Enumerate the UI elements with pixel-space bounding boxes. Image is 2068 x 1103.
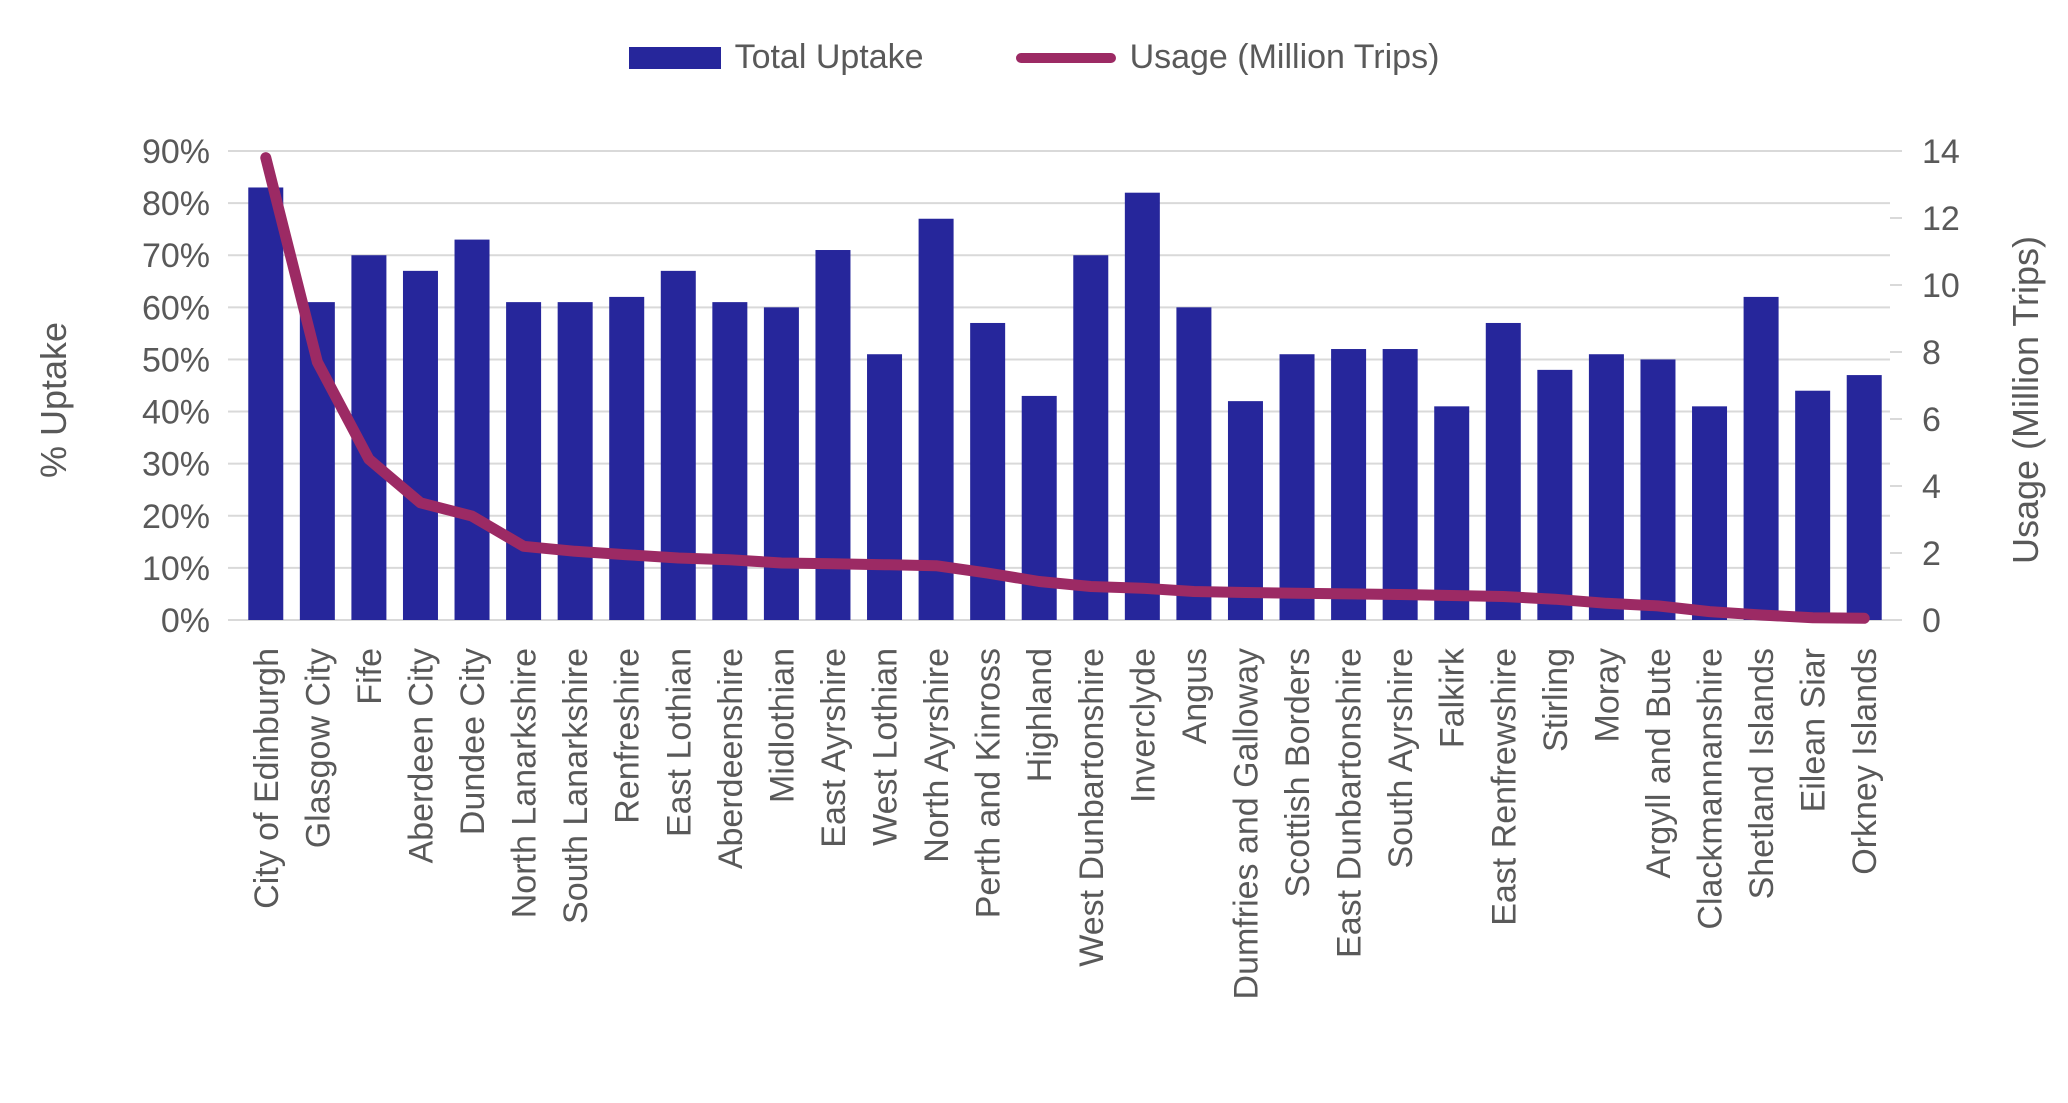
left-axis-tick-label: 70% bbox=[142, 237, 210, 275]
x-label-renfreshire: Renfreshire bbox=[609, 648, 647, 824]
x-label-dundee-city: Dundee City bbox=[454, 648, 492, 835]
left-axis-tick-label: 40% bbox=[142, 394, 210, 432]
x-label-highland: Highland bbox=[1021, 648, 1059, 782]
legend-line-swatch-icon bbox=[1015, 52, 1116, 63]
x-label-north-ayrshire: North Ayrshire bbox=[918, 648, 956, 863]
x-label-perth-and-kinross: Perth and Kinross bbox=[970, 648, 1008, 918]
legend-item-total-uptake: Total Uptake bbox=[628, 38, 924, 77]
left-axis-tick-label: 0% bbox=[161, 602, 210, 640]
left-axis-tick-label: 50% bbox=[142, 341, 210, 379]
x-label-south-ayrshire: South Ayrshire bbox=[1382, 648, 1420, 869]
bar-city-of-edinburgh bbox=[248, 187, 284, 620]
x-label-west-lothian: West Lothian bbox=[867, 648, 905, 846]
left-axis-tick-label: 80% bbox=[142, 185, 210, 223]
left-axis-tick-label: 20% bbox=[142, 498, 210, 536]
right-axis-tick-label: 6 bbox=[1922, 401, 1941, 439]
right-axis-tick-label: 14 bbox=[1922, 133, 1960, 171]
bars-layer bbox=[248, 187, 1882, 621]
x-label-east-lothian: East Lothian bbox=[660, 648, 698, 837]
legend-label-total-uptake: Total Uptake bbox=[734, 38, 924, 76]
x-label-south-lanarkshire: South Lanarkshire bbox=[557, 648, 595, 924]
bar-south-lanarkshire bbox=[557, 302, 593, 620]
bar-eilean-siar bbox=[1795, 390, 1831, 620]
legend-item-usage: Usage (Million Trips) bbox=[1015, 38, 1440, 77]
x-label-eilean-siar: Eilean Siar bbox=[1795, 648, 1833, 812]
x-label-aberdeen-city: Aberdeen City bbox=[402, 648, 440, 863]
legend: Total Uptake Usage (Million Trips) bbox=[0, 38, 2068, 77]
bar-west-dunbartonshire bbox=[1073, 255, 1109, 620]
bar-aberdeenshire bbox=[712, 302, 748, 620]
bar-angus bbox=[1176, 307, 1212, 620]
bar-stirling bbox=[1537, 369, 1573, 620]
bar-moray bbox=[1588, 354, 1624, 620]
x-label-scottish-borders: Scottish Borders bbox=[1279, 648, 1317, 897]
x-label-north-lanarkshire: North Lanarkshire bbox=[506, 648, 544, 918]
bar-falkirk bbox=[1434, 406, 1470, 620]
x-label-glasgow-city: Glasgow City bbox=[299, 648, 337, 848]
x-label-stirling: Stirling bbox=[1537, 648, 1575, 752]
bar-orkney-islands bbox=[1846, 375, 1882, 620]
left-axis-tick-label: 10% bbox=[142, 550, 210, 588]
bar-east-dunbartonshire bbox=[1331, 349, 1367, 620]
bar-shetland-islands bbox=[1743, 296, 1779, 620]
bar-aberdeen-city bbox=[402, 270, 438, 620]
x-label-clackmannanshire: Clackmannanshire bbox=[1692, 648, 1730, 930]
x-label-midlothian: Midlothian bbox=[763, 648, 801, 803]
x-label-fife: Fife bbox=[351, 648, 389, 705]
x-label-inverclyde: Inverclyde bbox=[1124, 648, 1162, 803]
x-label-orkney-islands: Orkney Islands bbox=[1846, 648, 1884, 875]
bar-dundee-city bbox=[454, 239, 490, 621]
x-label-aberdeenshire: Aberdeenshire bbox=[712, 648, 750, 869]
x-label-angus: Angus bbox=[1176, 648, 1214, 744]
bar-north-ayrshire bbox=[918, 218, 954, 620]
bar-midlothian bbox=[763, 307, 799, 620]
right-axis-tick-label: 0 bbox=[1922, 602, 1941, 640]
x-label-east-renfrewshire: East Renfrewshire bbox=[1485, 648, 1523, 926]
right-axis-tick-label: 10 bbox=[1922, 267, 1960, 305]
x-label-east-ayrshire: East Ayrshire bbox=[815, 648, 853, 848]
right-axis-tick-label: 4 bbox=[1922, 468, 1941, 506]
bar-north-lanarkshire bbox=[506, 302, 542, 620]
bar-east-renfrewshire bbox=[1485, 322, 1521, 620]
usage-line-layer bbox=[260, 152, 1870, 624]
usage-line bbox=[260, 152, 1870, 624]
right-axis-title: Usage (Million Trips) bbox=[2005, 236, 2046, 564]
bar-dumfries-and-galloway bbox=[1227, 401, 1263, 620]
x-label-falkirk: Falkirk bbox=[1434, 647, 1472, 748]
bar-inverclyde bbox=[1124, 192, 1160, 620]
legend-label-usage: Usage (Million Trips) bbox=[1129, 38, 1440, 76]
bar-renfreshire bbox=[609, 296, 645, 620]
x-label-city-of-edinburgh: City of Edinburgh bbox=[248, 648, 286, 909]
bar-argyll-and-bute bbox=[1640, 359, 1676, 620]
right-axis-tick-label: 2 bbox=[1922, 535, 1941, 573]
axes-layer: 0% 10% 20% 30% 40% 50% 60% 70% 80% 90% 0 2 4 6 8 10 12 14… bbox=[142, 133, 1960, 999]
x-label-argyll-and-bute: Argyll and Bute bbox=[1640, 648, 1678, 879]
left-axis-tick-label: 60% bbox=[142, 289, 210, 327]
bar-scottish-borders bbox=[1279, 354, 1315, 620]
x-label-moray: Moray bbox=[1588, 648, 1626, 742]
bar-clackmannanshire bbox=[1692, 406, 1728, 620]
left-axis-title: % Uptake bbox=[33, 322, 74, 478]
bar-south-ayrshire bbox=[1382, 349, 1418, 620]
bar-east-lothian bbox=[660, 270, 696, 620]
legend-bar-swatch-icon bbox=[628, 46, 721, 69]
left-axis-tick-label: 90% bbox=[142, 133, 210, 171]
x-label-east-dunbartonshire: East Dunbartonshire bbox=[1331, 648, 1369, 958]
x-label-shetland-islands: Shetland Islands bbox=[1743, 648, 1781, 899]
x-label-dumfries-and-galloway: Dumfries and Galloway bbox=[1227, 648, 1265, 999]
bar-west-lothian bbox=[867, 354, 903, 620]
right-axis-tick-label: 8 bbox=[1922, 334, 1941, 372]
left-axis-tick-label: 30% bbox=[142, 446, 210, 484]
x-label-west-dunbartonshire: West Dunbartonshire bbox=[1073, 648, 1111, 967]
right-axis-tick-label: 12 bbox=[1922, 200, 1960, 238]
